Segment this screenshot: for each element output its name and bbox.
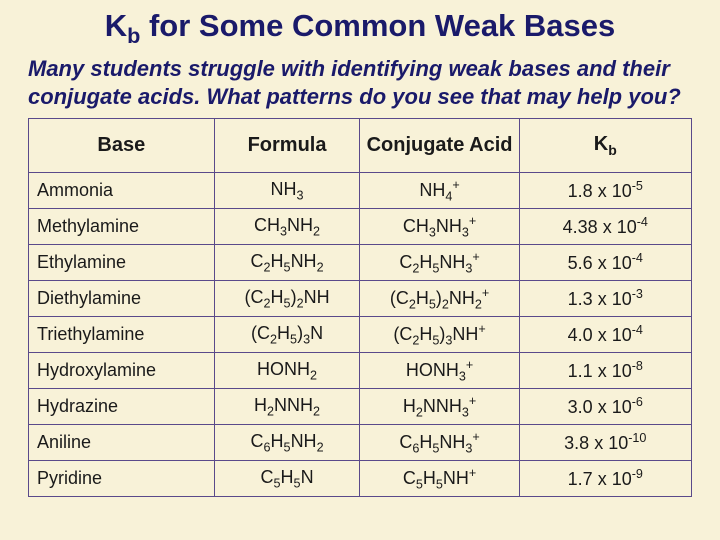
cell-kb: 1.7 x 10-9	[519, 461, 691, 497]
table-row: MethylamineCH3NH2CH3NH3+4.38 x 10-4	[29, 209, 692, 245]
intro-text: Many students struggle with identifying …	[28, 55, 692, 110]
cell-conjugate-acid: C2H5NH3+	[360, 245, 519, 281]
cell-base: Hydrazine	[29, 389, 215, 425]
table-row: Diethylamine(C2H5)2NH(C2H5)2NH2+1.3 x 10…	[29, 281, 692, 317]
cell-formula: (C2H5)3N	[214, 317, 360, 353]
kb-table: Base Formula Conjugate Acid Kb AmmoniaNH…	[28, 118, 692, 497]
cell-conjugate-acid: CH3NH3+	[360, 209, 519, 245]
cell-conjugate-acid: NH4+	[360, 173, 519, 209]
cell-kb: 1.3 x 10-3	[519, 281, 691, 317]
col-header-formula: Formula	[214, 119, 360, 173]
cell-conjugate-acid: H2NNH3+	[360, 389, 519, 425]
cell-conjugate-acid: C6H5NH3+	[360, 425, 519, 461]
table-body: AmmoniaNH3NH4+1.8 x 10-5MethylamineCH3NH…	[29, 173, 692, 497]
cell-conjugate-acid: (C2H5)3NH+	[360, 317, 519, 353]
cell-formula: NH3	[214, 173, 360, 209]
cell-kb: 1.8 x 10-5	[519, 173, 691, 209]
cell-formula: CH3NH2	[214, 209, 360, 245]
cell-kb: 1.1 x 10-8	[519, 353, 691, 389]
table-row: HydrazineH2NNH2H2NNH3+3.0 x 10-6	[29, 389, 692, 425]
col-header-kb: Kb	[519, 119, 691, 173]
cell-formula: C5H5N	[214, 461, 360, 497]
cell-conjugate-acid: C5H5NH+	[360, 461, 519, 497]
table-row: Triethylamine(C2H5)3N(C2H5)3NH+4.0 x 10-…	[29, 317, 692, 353]
cell-formula: (C2H5)2NH	[214, 281, 360, 317]
slide: Kb for Some Common Weak Bases Many stude…	[0, 0, 720, 540]
cell-base: Hydroxylamine	[29, 353, 215, 389]
table-row: HydroxylamineHONH2HONH3+1.1 x 10-8	[29, 353, 692, 389]
cell-formula: C2H5NH2	[214, 245, 360, 281]
slide-title: Kb for Some Common Weak Bases	[28, 8, 692, 49]
col-header-base: Base	[29, 119, 215, 173]
cell-kb: 4.0 x 10-4	[519, 317, 691, 353]
cell-base: Pyridine	[29, 461, 215, 497]
table-header: Base Formula Conjugate Acid Kb	[29, 119, 692, 173]
table-row: EthylamineC2H5NH2C2H5NH3+5.6 x 10-4	[29, 245, 692, 281]
table-row: AnilineC6H5NH2C6H5NH3+3.8 x 10-10	[29, 425, 692, 461]
cell-base: Methylamine	[29, 209, 215, 245]
table-row: AmmoniaNH3NH4+1.8 x 10-5	[29, 173, 692, 209]
cell-base: Diethylamine	[29, 281, 215, 317]
cell-base: Ammonia	[29, 173, 215, 209]
cell-kb: 4.38 x 10-4	[519, 209, 691, 245]
cell-kb: 3.8 x 10-10	[519, 425, 691, 461]
cell-kb: 3.0 x 10-6	[519, 389, 691, 425]
cell-conjugate-acid: HONH3+	[360, 353, 519, 389]
col-header-conjugate-acid: Conjugate Acid	[360, 119, 519, 173]
cell-base: Aniline	[29, 425, 215, 461]
cell-formula: HONH2	[214, 353, 360, 389]
cell-kb: 5.6 x 10-4	[519, 245, 691, 281]
table-row: PyridineC5H5NC5H5NH+1.7 x 10-9	[29, 461, 692, 497]
cell-formula: H2NNH2	[214, 389, 360, 425]
cell-base: Ethylamine	[29, 245, 215, 281]
cell-base: Triethylamine	[29, 317, 215, 353]
cell-formula: C6H5NH2	[214, 425, 360, 461]
cell-conjugate-acid: (C2H5)2NH2+	[360, 281, 519, 317]
